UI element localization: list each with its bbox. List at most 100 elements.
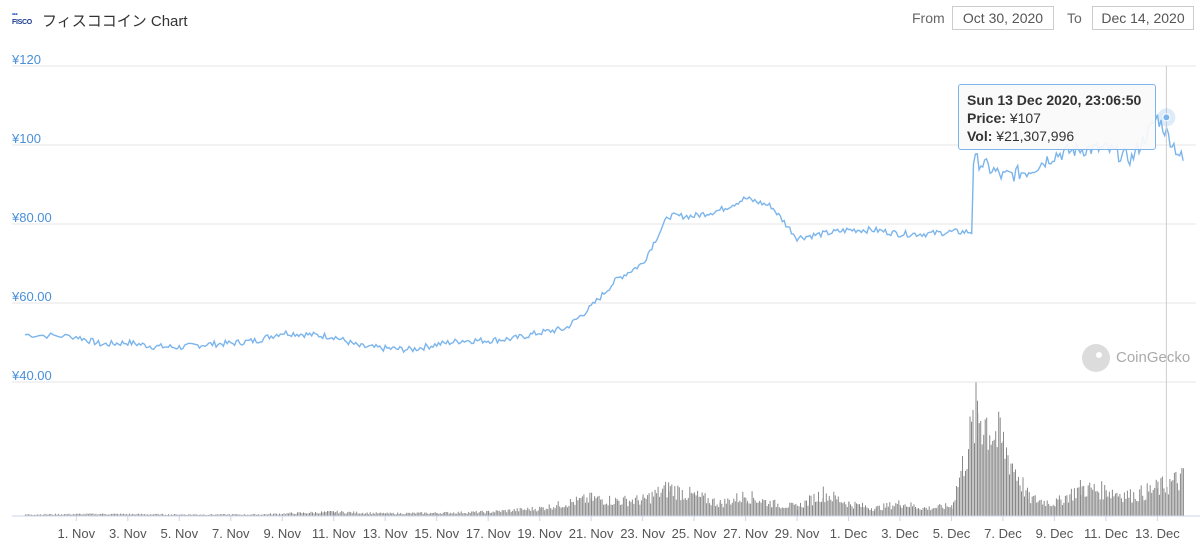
volume-bar [75, 513, 77, 516]
volume-bar [1157, 481, 1159, 516]
volume-bar [333, 511, 334, 516]
volume-bar [1163, 488, 1165, 516]
to-date-input[interactable]: Dec 14, 2020 [1092, 6, 1194, 30]
volume-bar [884, 507, 886, 516]
volume-bars [24, 382, 1184, 516]
volume-bar [1043, 500, 1045, 516]
volume-bar [559, 506, 561, 516]
volume-bar [662, 488, 664, 516]
volume-bar [316, 512, 318, 516]
volume-bar [862, 502, 863, 516]
volume-bar [213, 514, 215, 516]
volume-bar [120, 513, 122, 516]
volume-bar [182, 514, 184, 516]
volume-bar [1105, 497, 1107, 516]
volume-bar [103, 513, 105, 516]
chart-title: フィスココイン Chart [42, 13, 188, 30]
volume-bar [1076, 487, 1078, 516]
volume-bar [742, 491, 744, 516]
volume-bar [513, 509, 515, 516]
volume-bar [824, 502, 826, 516]
volume-bar [747, 500, 749, 516]
volume-bar [466, 513, 468, 516]
volume-bar [26, 514, 28, 516]
volume-bar [584, 502, 586, 516]
volume-bar [815, 501, 816, 516]
volume-bar [218, 514, 220, 516]
volume-bar [259, 514, 261, 516]
volume-bar [191, 514, 193, 516]
volume-bar [132, 513, 134, 516]
volume-bar [678, 487, 680, 516]
volume-bar [551, 509, 553, 516]
volume-bar [569, 499, 571, 516]
volume-bar [109, 514, 111, 516]
volume-bar [930, 510, 932, 516]
volume-bar [86, 513, 88, 516]
volume-bar [868, 508, 869, 516]
volume-bar [1042, 504, 1044, 516]
volume-bar [627, 506, 629, 516]
volume-bar [448, 513, 450, 516]
volume-bar [1019, 485, 1021, 516]
volume-bar [1158, 494, 1160, 516]
volume-bar [719, 500, 721, 516]
volume-bar [1131, 502, 1133, 516]
volume-bar [1036, 502, 1038, 516]
volume-bar [506, 512, 508, 516]
volume-bar [978, 423, 980, 516]
volume-bar [415, 513, 417, 516]
volume-bar [851, 506, 853, 516]
volume-bar [874, 508, 876, 516]
volume-bar [1179, 473, 1181, 516]
volume-bar [90, 513, 92, 516]
volume-bar [577, 500, 579, 516]
volume-bar [953, 502, 954, 516]
volume-bar [209, 514, 211, 516]
volume-bar [587, 502, 589, 516]
volume-bar [422, 514, 424, 516]
volume-bar [111, 513, 113, 516]
volume-bar [759, 500, 761, 516]
volume-bar [1039, 500, 1041, 516]
volume-bar [444, 512, 446, 516]
volume-bar [971, 421, 972, 516]
volume-bar [566, 507, 568, 516]
volume-bar [115, 513, 117, 516]
volume-bar [1137, 501, 1139, 516]
volume-bar [630, 501, 632, 516]
volume-bar [762, 499, 764, 516]
volume-bar [330, 511, 331, 516]
hover-point[interactable] [1162, 113, 1171, 122]
volume-bar [410, 513, 412, 516]
volume-bar [301, 513, 303, 516]
volume-bar [828, 495, 830, 516]
volume-bar [663, 485, 665, 516]
volume-bar [68, 513, 70, 516]
from-date-input[interactable]: Oct 30, 2020 [952, 6, 1054, 30]
volume-bar [1113, 496, 1115, 516]
volume-bar [286, 513, 288, 516]
volume-bar [273, 513, 274, 516]
volume-bar [519, 507, 521, 516]
volume-bar [586, 497, 588, 516]
volume-bar [581, 496, 583, 516]
volume-bar [1151, 492, 1153, 516]
volume-bar [1025, 490, 1027, 516]
volume-bar [248, 514, 250, 516]
volume-bar [1073, 488, 1075, 516]
volume-bar [684, 498, 686, 516]
volume-bar [959, 477, 960, 516]
volume-bar [1116, 492, 1118, 516]
volume-bar [368, 514, 370, 516]
volume-bar [63, 514, 65, 516]
volume-bar [416, 512, 418, 516]
volume-bar [639, 504, 641, 516]
volume-bar [647, 495, 649, 516]
volume-bar [1128, 497, 1130, 516]
volume-bar [657, 486, 659, 516]
volume-bar [634, 497, 636, 516]
volume-bar [819, 501, 821, 516]
volume-bar [756, 502, 758, 516]
